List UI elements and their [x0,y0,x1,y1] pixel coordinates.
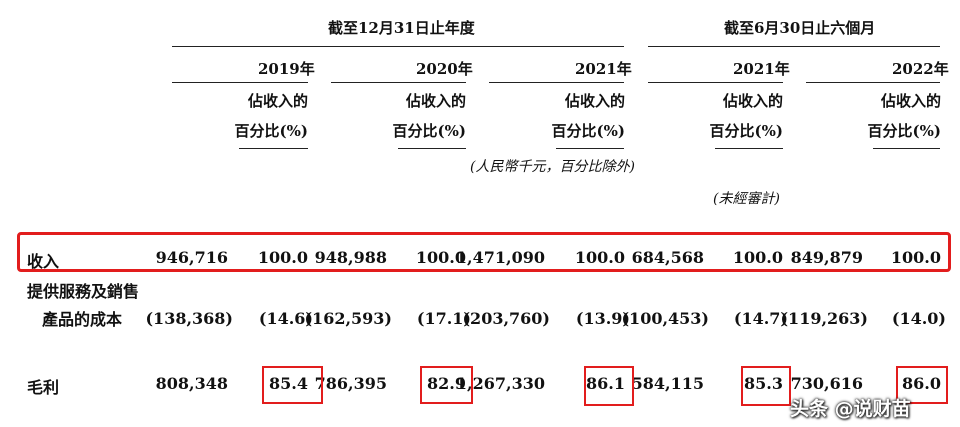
pct-rule-2020 [398,148,466,149]
annual-group-header: 截至12月31日止年度 [328,19,475,37]
gross-profit-2019-pct: 85.4 [269,374,308,393]
year-header-2019: 2019年 [258,60,315,78]
revenue-2019-pct: 100.0 [257,248,308,267]
gross-margin-2022-highlight [896,366,948,404]
cost-2019-amount: (138,368) [145,309,233,328]
year-rule-2021-interim [648,82,783,83]
revenue-row-highlight [17,232,951,272]
annual-group-rule [172,46,624,47]
pct-label-line2: 百分比(%) [867,122,941,140]
row-label-revenue: 收入 [27,252,60,271]
pct-label-line1: 佔收入的 [722,92,783,110]
gross-margin-2021-highlight [584,366,634,406]
cost-2020-pct: (17.1) [416,309,471,328]
revenue-2021-amount: 1,471,090 [455,248,545,267]
revenue-2021-interim-pct: 100.0 [732,248,783,267]
pct-label-2019: 佔收入的 百分比(%) [235,86,308,146]
gross-profit-2022-amount: 730,616 [790,374,863,393]
cost-2021-pct: (13.9) [575,309,630,328]
pct-label-line1: 佔收入的 [880,92,941,110]
unaudited-note: (未經審計) [713,191,780,207]
gross-margin-2020-highlight [420,366,473,404]
pct-label-2021-interim: 佔收入的 百分比(%) [710,86,783,146]
year-rule-2021 [489,82,624,83]
pct-label-line1: 佔收入的 [405,92,466,110]
row-label-cost-line1: 提供服務及銷售 [27,282,140,301]
cost-2021-interim-amount: (100,453) [621,309,709,328]
gross-profit-2021-pct: 86.1 [586,374,625,393]
cost-2022-amount: (119,263) [780,309,868,328]
revenue-2021-pct: 100.0 [574,248,625,267]
revenue-2022-amount: 849,879 [790,248,863,267]
cost-2021-amount: (203,760) [462,309,550,328]
pct-label-line1: 佔收入的 [564,92,625,110]
pct-rule-2019 [239,148,308,149]
gross-profit-2019-amount: 808,348 [155,374,228,393]
cost-2019-pct: (14.6) [258,309,313,328]
pct-rule-2021-interim [715,148,783,149]
cost-2022-pct: (14.0) [891,309,946,328]
watermark: 头条 @说财苗 [790,398,911,420]
revenue-2020-pct: 100.0 [415,248,466,267]
currency-note: (人民幣千元，百分比除外) [470,159,635,175]
pct-label-2020: 佔收入的 百分比(%) [393,86,466,146]
pct-label-line2: 百分比(%) [234,122,308,140]
year-rule-2019 [172,82,308,83]
pct-rule-2021 [556,148,624,149]
gross-profit-2021-interim-pct: 85.3 [744,374,783,393]
pct-label-2021: 佔收入的 百分比(%) [552,86,625,146]
gross-profit-2022-pct: 86.0 [902,374,941,393]
revenue-2019-amount: 946,716 [155,248,228,267]
year-header-2022: 2022年 [892,60,949,78]
year-header-2021: 2021年 [575,60,632,78]
year-rule-2020 [331,82,466,83]
gross-margin-2021-interim-highlight [741,366,791,406]
revenue-2021-interim-amount: 684,568 [631,248,704,267]
gross-profit-2021-amount: 1,267,330 [455,374,545,393]
interim-group-rule [648,46,940,47]
pct-label-line2: 百分比(%) [392,122,466,140]
gross-margin-2019-highlight [262,366,323,404]
gross-profit-2020-pct: 82.9 [427,374,466,393]
year-rule-2022 [806,82,940,83]
pct-rule-2022 [873,148,940,149]
pct-label-line2: 百分比(%) [709,122,783,140]
pct-label-line1: 佔收入的 [247,92,308,110]
year-header-2020: 2020年 [416,60,473,78]
year-header-2021-interim: 2021年 [733,60,790,78]
gross-profit-2021-interim-amount: 584,115 [631,374,704,393]
pct-label-2022: 佔收入的 百分比(%) [868,86,941,146]
gross-profit-2020-amount: 786,395 [314,374,387,393]
cost-2021-interim-pct: (14.7) [733,309,788,328]
interim-group-header: 截至6月30日止六個月 [724,19,876,37]
row-label-gross-profit: 毛利 [27,378,60,397]
revenue-2020-amount: 948,988 [314,248,387,267]
cost-2020-amount: (162,593) [304,309,392,328]
revenue-2022-pct: 100.0 [890,248,941,267]
pct-label-line2: 百分比(%) [551,122,625,140]
row-label-cost-line2: 產品的成本 [42,310,123,329]
